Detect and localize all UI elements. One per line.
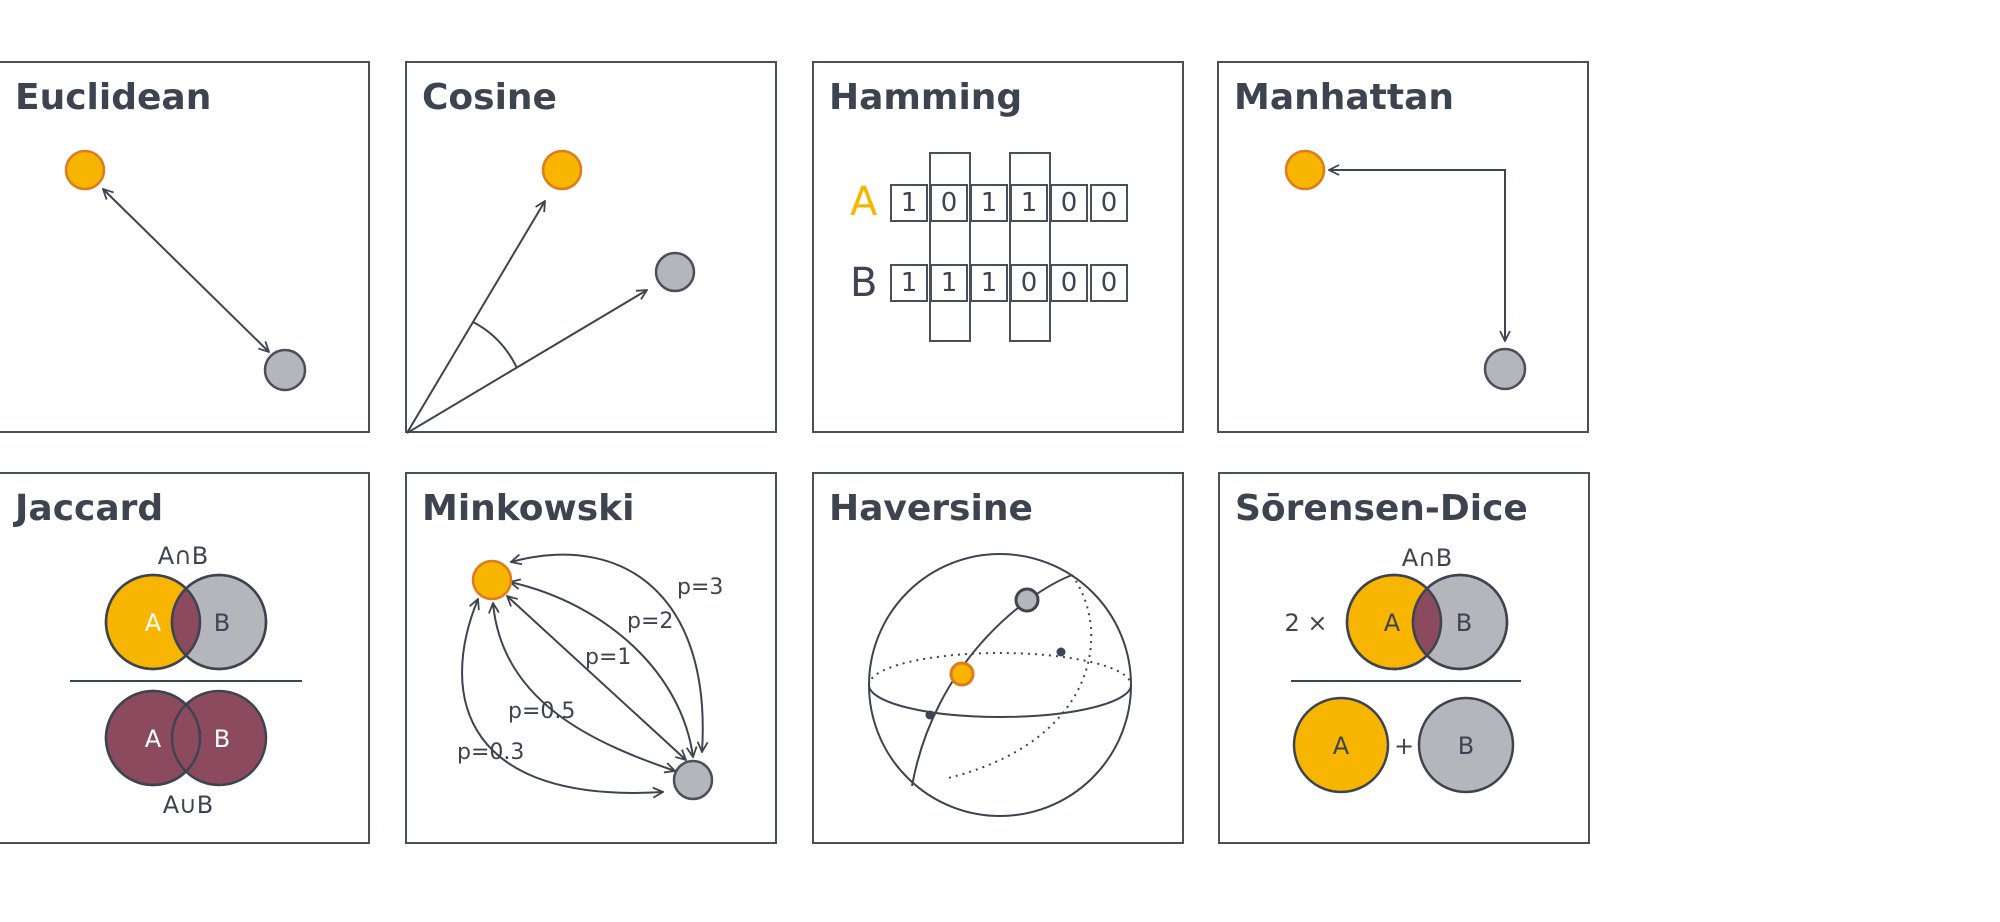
- panel-minkowski: p=3 p=2 p=1 p=0.5 p=0.3 Minkowski: [405, 472, 777, 844]
- panel-title: Sōrensen-Dice: [1235, 488, 1528, 529]
- point-a: [541, 149, 583, 191]
- point-b: [1014, 587, 1040, 613]
- haversine-diagram: [868, 553, 1132, 817]
- p-label: p=0.3: [457, 740, 524, 765]
- denominator-a-circle: [1292, 696, 1390, 794]
- path-p03: [461, 599, 663, 793]
- bit-cell: 0: [1090, 264, 1128, 302]
- p-label: p=1: [585, 645, 631, 670]
- panel-title: Cosine: [422, 77, 557, 118]
- multiplier-label: 2 ×: [1284, 609, 1327, 637]
- point-b: [672, 759, 714, 801]
- panel-title: Minkowski: [422, 488, 635, 529]
- angle-arc: [472, 321, 518, 369]
- bit-cell: 1: [890, 184, 928, 222]
- intersection-label: A∩B: [1402, 544, 1452, 572]
- point-b: [654, 251, 696, 293]
- point-b: [263, 348, 307, 392]
- panel-haversine: Haversine: [812, 472, 1184, 844]
- panel-title: Hamming: [829, 77, 1023, 118]
- set-a-label: A: [145, 609, 162, 637]
- bit-cell: 0: [1010, 264, 1048, 302]
- point-marker: [925, 710, 935, 720]
- bit-cell: 0: [1090, 184, 1128, 222]
- panel-cosine: Cosine: [405, 61, 777, 434]
- point-b: [1483, 347, 1527, 391]
- panel-title: Jaccard: [15, 488, 164, 529]
- euclidean-diagram: [64, 149, 307, 392]
- bit-cell: 1: [890, 264, 928, 302]
- great-circle-back: [943, 574, 1093, 780]
- union-set-a-label: A: [145, 725, 162, 753]
- hamming-diagram: [929, 152, 1051, 342]
- union-label: A∪B: [163, 791, 213, 819]
- denominator-b-label: B: [1458, 732, 1474, 760]
- set-a-label: A: [1384, 609, 1401, 637]
- diff-column-highlight: [929, 152, 971, 342]
- point-a: [949, 661, 975, 687]
- row-a-label: A: [850, 179, 878, 225]
- bit-cell: 0: [1050, 184, 1088, 222]
- bit-cell: 1: [970, 264, 1008, 302]
- union-b-circle: [170, 689, 268, 787]
- panel-title: Euclidean: [15, 77, 212, 118]
- p-label: p=2: [627, 609, 673, 634]
- p-label: p=3: [677, 575, 723, 600]
- denominator-a-label: A: [1333, 732, 1350, 760]
- point-a: [471, 559, 513, 601]
- bit-cell: 1: [1010, 184, 1048, 222]
- denominator-b-circle: [1417, 696, 1515, 794]
- intersection-label: A∩B: [158, 542, 208, 570]
- bit-cell: 1: [970, 184, 1008, 222]
- great-circle-front: [911, 574, 1073, 787]
- manhattan-diagram: [1284, 149, 1527, 391]
- euclidean-distance-arrow: [103, 189, 269, 352]
- panel-manhattan: Manhattan: [1217, 61, 1589, 433]
- minkowski-diagram: p=3 p=2 p=1 p=0.5 p=0.3: [457, 553, 723, 801]
- union-set-b-label: B: [214, 725, 230, 753]
- bit-cell: 0: [1050, 264, 1088, 302]
- cosine-diagram: [407, 149, 696, 434]
- point-a: [64, 149, 106, 191]
- row-b-label: B: [850, 260, 878, 306]
- plus-sign: +: [1394, 732, 1414, 760]
- point-marker: [1056, 647, 1066, 657]
- set-b-label: B: [214, 609, 230, 637]
- panel-title: Manhattan: [1234, 77, 1455, 118]
- panel-euclidean: Euclidean: [0, 61, 370, 433]
- point-a: [1284, 149, 1326, 191]
- equator-front: [868, 684, 1132, 718]
- panel-title: Haversine: [829, 488, 1033, 529]
- panel-jaccard: A B A B A∩B A∪B Jaccard: [0, 472, 370, 844]
- vector-a-arrow: [407, 201, 545, 434]
- p-label: p=0.5: [508, 699, 575, 724]
- set-b-label: B: [1456, 609, 1472, 637]
- vector-b-arrow: [407, 290, 647, 434]
- jaccard-diagram: A B A B A∩B A∪B: [70, 542, 302, 819]
- sphere-outline: [868, 553, 1132, 817]
- diff-column-highlight: [1009, 152, 1051, 342]
- bit-cell: 1: [930, 264, 968, 302]
- equator-back: [868, 652, 1132, 686]
- bit-cell: 0: [930, 184, 968, 222]
- sorensen-dice-diagram: A B A B + 2 × A∩B: [1284, 544, 1521, 794]
- panel-sorensen-dice: A B A B + 2 × A∩B Sōrensen-Dice: [1218, 472, 1590, 844]
- manhattan-path-arrow: [1329, 170, 1505, 341]
